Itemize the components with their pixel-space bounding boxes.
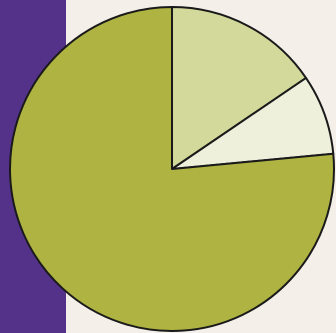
pie-slice-1 xyxy=(171,6,307,170)
pie-slice-3 xyxy=(9,6,335,332)
